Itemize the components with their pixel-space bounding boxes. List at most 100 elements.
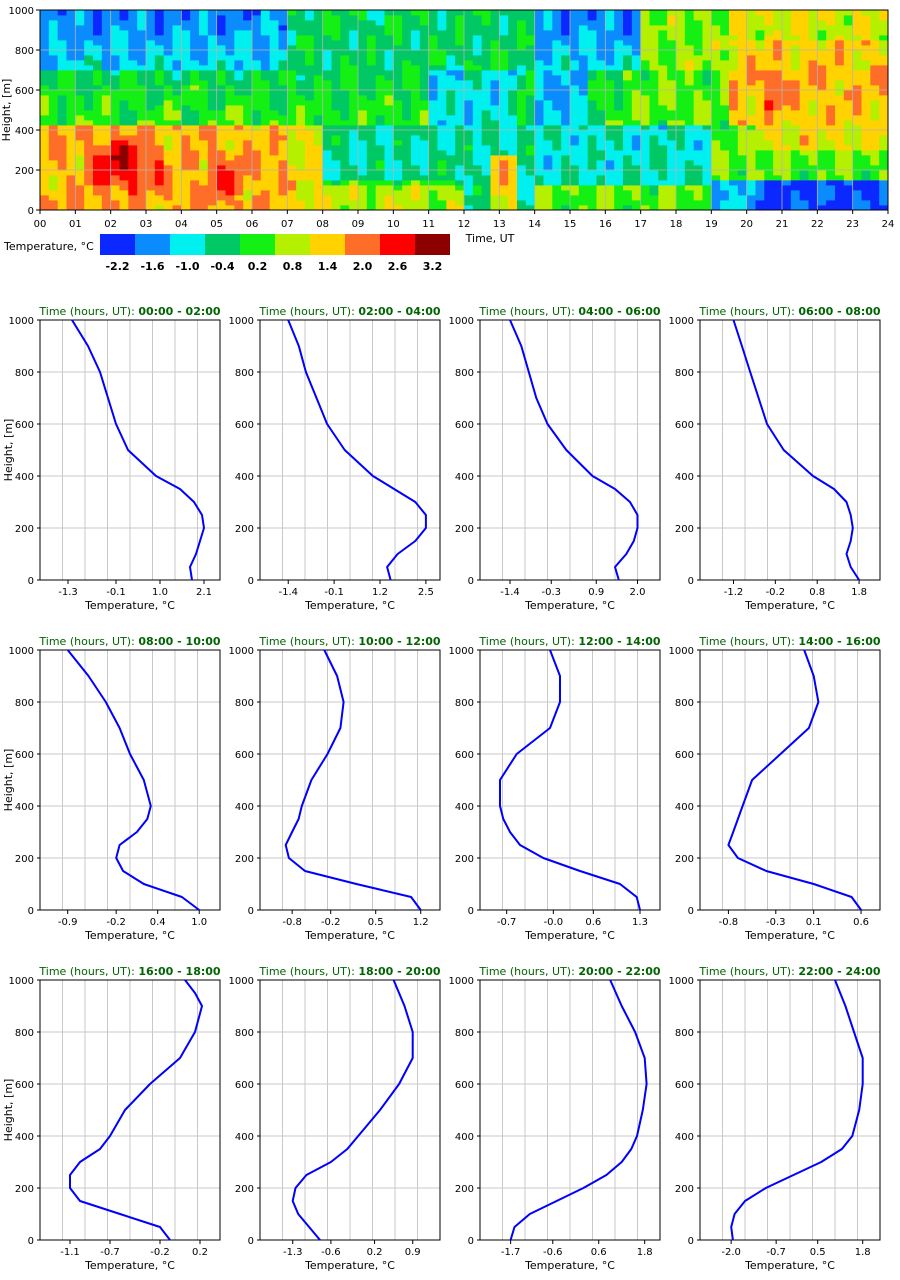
heatmap-cell [464,135,474,141]
heatmap-cell [305,30,315,36]
heatmap-cell [384,95,394,101]
heatmap-cell [870,70,880,76]
heatmap-cell [393,50,403,56]
heatmap-cell [605,125,615,131]
heatmap-cell [676,135,686,141]
heatmap-cell [146,115,156,121]
heatmap-cell [843,150,854,156]
profile-frame [699,649,881,911]
heatmap-cell [101,50,112,56]
heatmap-cell [499,125,509,131]
heatmap-cell [729,20,739,26]
heatmap-cell [676,95,686,101]
heatmap-cell [48,30,59,36]
heatmap-cell [561,115,571,121]
heatmap-cell [172,160,182,166]
heatmap-cell [252,135,262,141]
heatmap-cell [676,140,686,146]
heatmap-cell [835,15,845,21]
heatmap-cell [746,20,756,26]
heatmap-cell [446,55,456,61]
heatmap-cell [93,110,103,116]
heatmap-cell [101,145,112,151]
heatmap-cell [234,90,244,96]
heatmap-cell [490,195,500,201]
heatmap-cell [764,35,774,41]
profile-chart: Time (hours, UT): 14:00 - 16:00020040060… [669,635,881,942]
heatmap-cell [384,170,394,176]
heatmap-cell [614,85,624,91]
heatmap-cell [525,160,536,166]
heatmap-cell [419,205,430,211]
heatmap-cell [631,165,642,171]
heatmap-cell [764,100,774,106]
heatmap-cell [190,190,200,196]
heatmap-cell [269,165,279,171]
heatmap-cell [517,80,527,86]
heatmap-cell [419,45,430,51]
heatmap-cell [587,100,597,106]
heatmap-cell [137,70,147,76]
heatmap-cell [861,55,871,61]
heatmap-cell [101,30,112,36]
heatmap-cell [773,55,783,61]
heatmap-cell [623,10,633,16]
heatmap-cell [128,180,138,186]
heatmap-cell [260,170,271,176]
heatmap-cell [764,165,774,171]
heatmap-cell [172,100,182,106]
heatmap-cell [84,20,94,26]
heatmap-cell [826,15,836,21]
heatmap-cell [154,185,165,191]
heatmap-cell [490,90,500,96]
heatmap-cell [455,50,465,56]
profile-y-tick-label: 400 [235,802,254,813]
heatmap-cell [260,195,271,201]
heatmap-cell [366,20,377,26]
heatmap-cell [631,190,642,196]
heatmap-cell [605,160,615,166]
heatmap-cell [614,200,624,206]
heatmap-frame [39,9,889,211]
heatmap-cell [305,40,315,46]
heatmap-cell [411,160,421,166]
heatmap-cell [75,85,85,91]
heatmap-cell [464,90,474,96]
heatmap-cell [684,75,695,81]
heatmap-cell [640,160,650,166]
heatmap-cell [711,135,721,141]
heatmap-cell [596,85,606,91]
heatmap-cell [252,185,262,191]
heatmap-cell [349,100,359,106]
heatmap-cell [199,115,209,121]
heatmap-cell [799,195,809,201]
heatmap-cell [349,135,359,141]
heatmap-cell [640,185,650,191]
heatmap-cell [640,85,650,91]
heatmap-cell [181,75,191,81]
heatmap-cell [225,25,235,31]
heatmap-cell [720,25,730,31]
heatmap-cell [481,195,491,201]
colorbar-swatch [310,234,345,255]
heatmap-cell [419,100,430,106]
heatmap-cell [437,25,447,31]
heatmap-cell [623,135,633,141]
heatmap-cell [658,75,668,81]
heatmap-cell [852,65,862,71]
heatmap-cell [455,15,465,21]
heatmap-cell [799,140,809,146]
heatmap-cell [711,100,721,106]
heatmap-cell [93,75,103,81]
heatmap-cell [499,90,509,96]
heatmap-cell [596,75,606,81]
heatmap-cell [137,10,147,16]
heatmap-cell [667,20,677,26]
heatmap-cell [322,190,332,196]
heatmap-cell [428,70,438,76]
heatmap-cell [84,135,94,141]
heatmap-cell [799,200,809,206]
heatmap-cell [419,30,430,36]
heatmap-cell [313,170,324,176]
heatmap-cell [110,165,120,171]
